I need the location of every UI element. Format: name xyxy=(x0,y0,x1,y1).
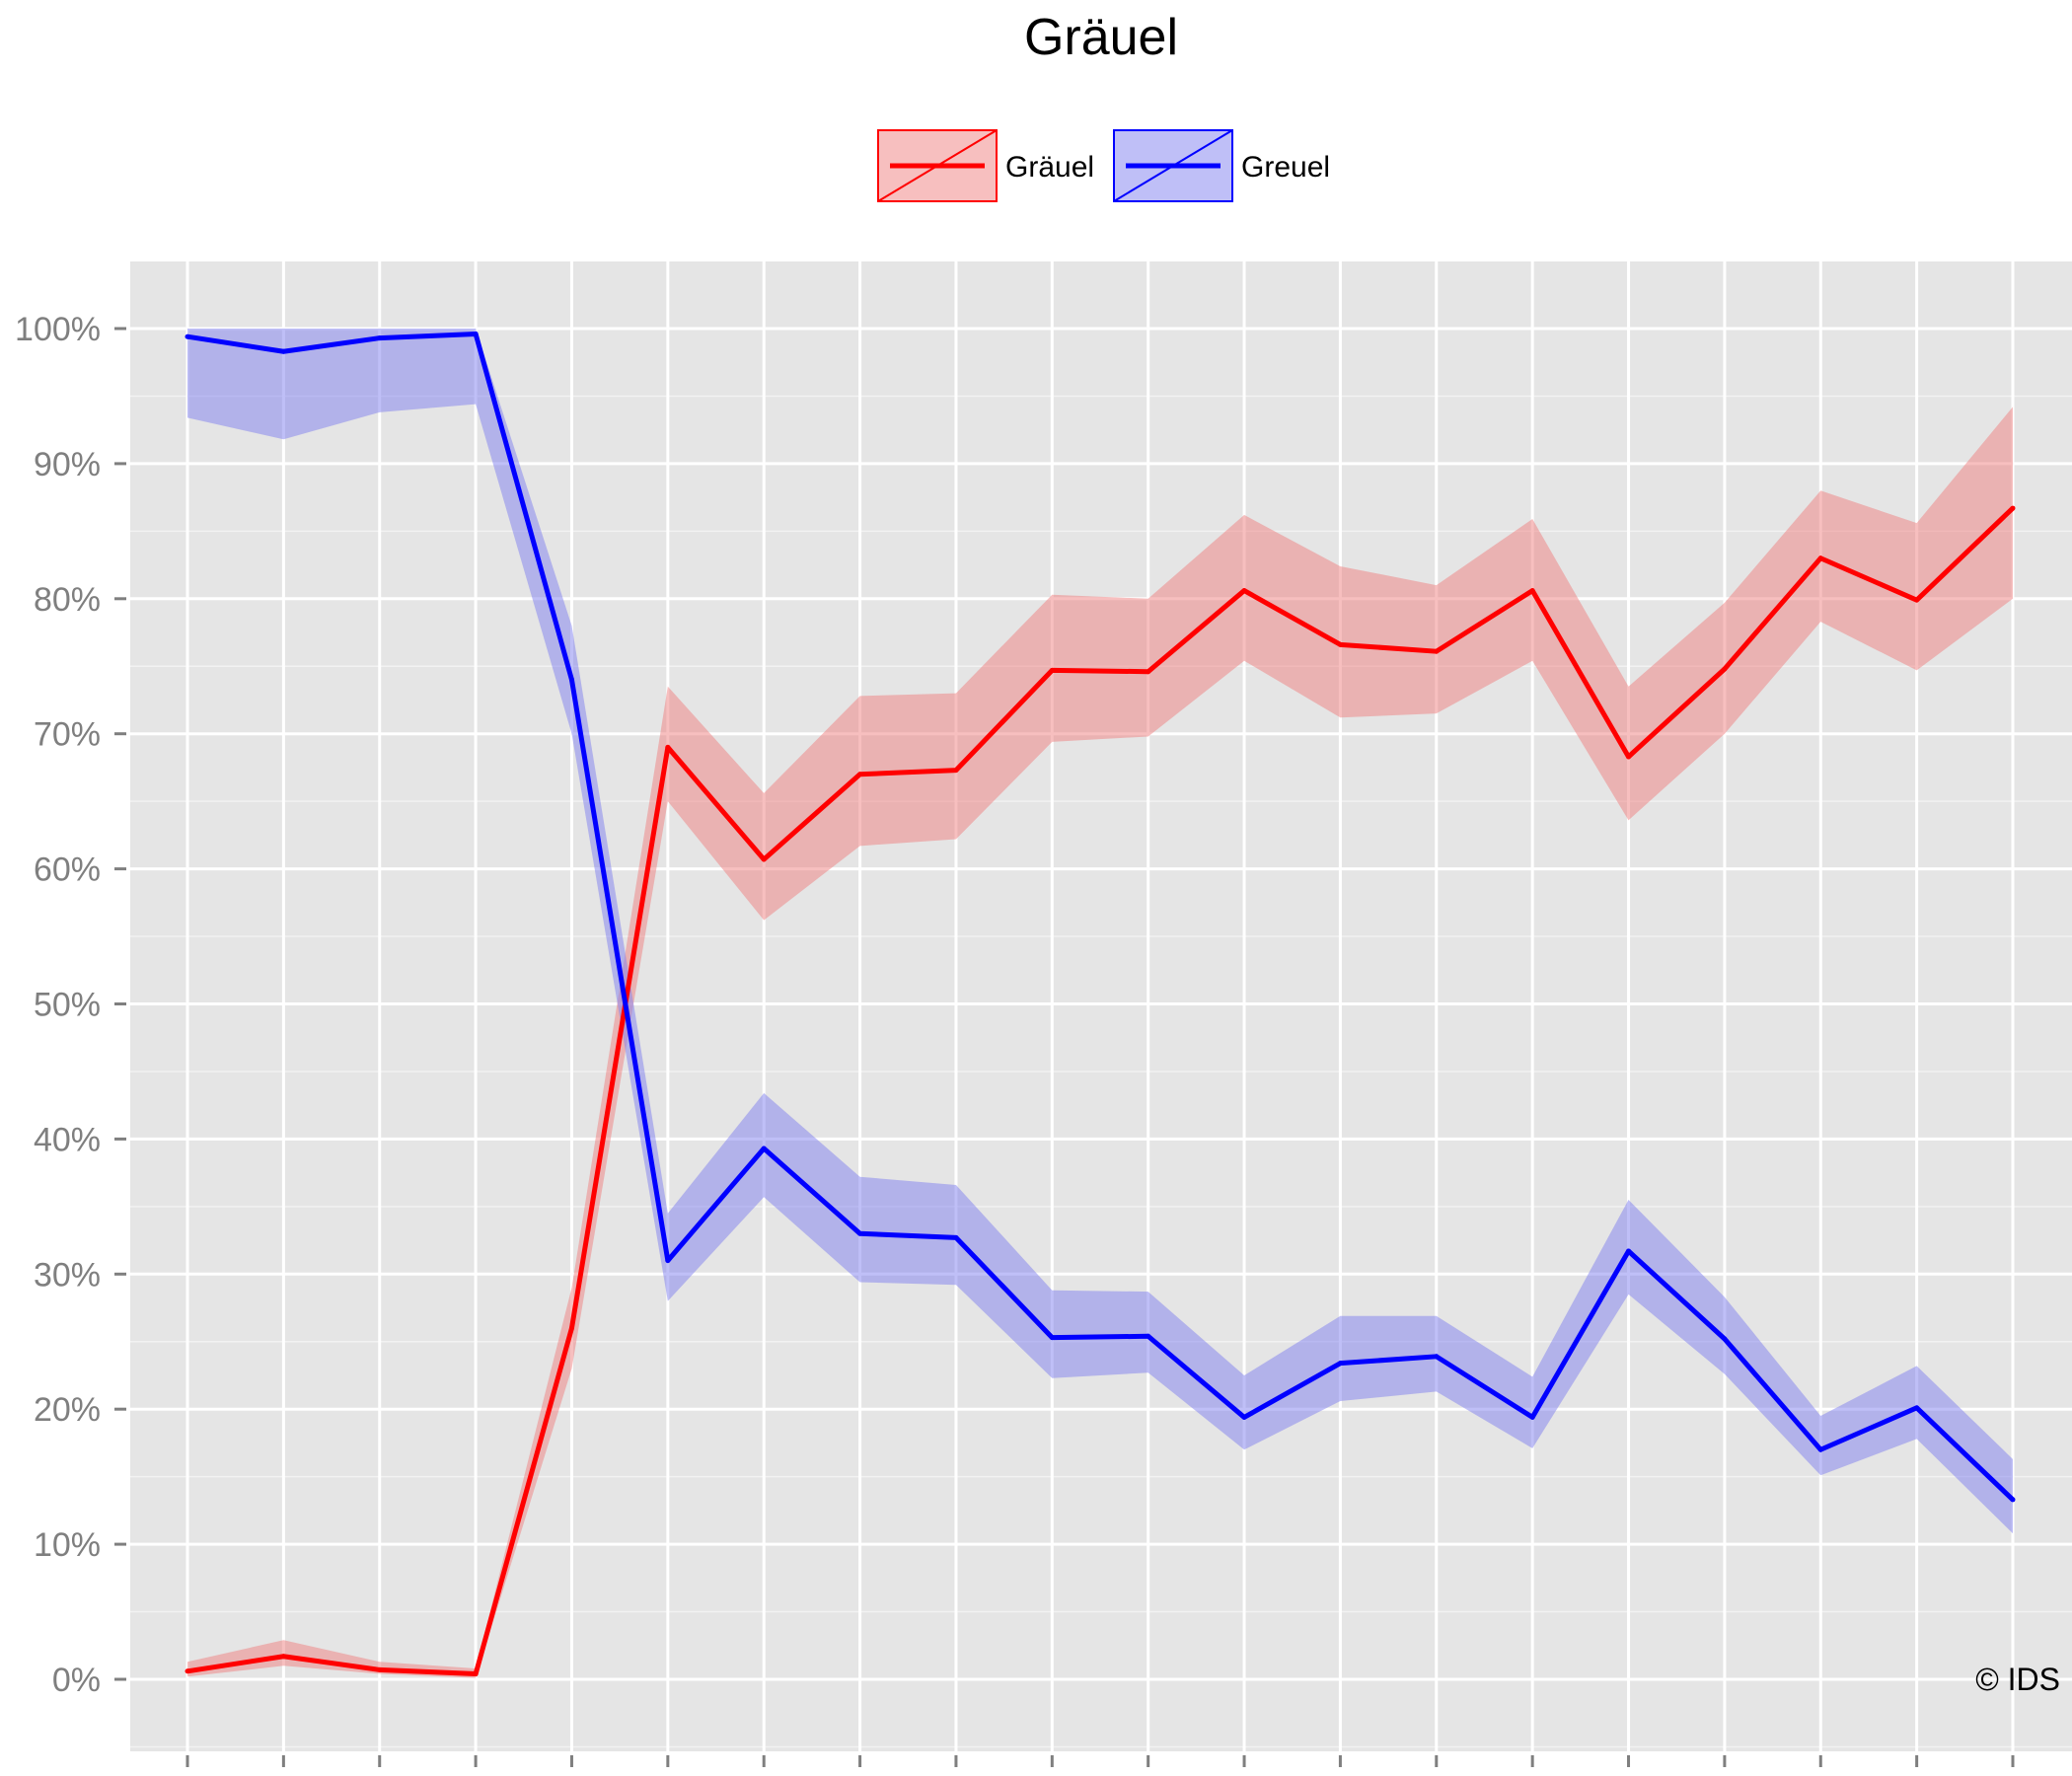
data-point-greuel xyxy=(761,1146,767,1151)
data-point-greuel xyxy=(1241,1414,1247,1420)
data-point-gräuel xyxy=(185,1668,190,1674)
plot-panel xyxy=(130,261,2072,1751)
data-point-greuel xyxy=(1626,1248,1632,1254)
y-axis: 0% 10% 20% 30% 40% 50% 60% 70% 80% 90% 100% xyxy=(15,311,126,1699)
series-line-gräuel xyxy=(186,506,2015,1677)
band-gräuel xyxy=(187,407,2013,1678)
data-point-gräuel xyxy=(1146,669,1151,675)
y-tick-label: 90% xyxy=(34,446,101,483)
confidence-bands xyxy=(187,329,2013,1678)
data-point-gräuel xyxy=(2010,505,2016,511)
data-point-gräuel xyxy=(1722,666,1728,672)
data-point-greuel xyxy=(1914,1405,1920,1411)
data-point-gräuel xyxy=(953,768,959,774)
data-point-gräuel xyxy=(1337,641,1343,647)
y-tick-label: 30% xyxy=(34,1256,101,1294)
data-point-gräuel xyxy=(1817,555,1823,561)
data-point-gräuel xyxy=(1434,648,1440,654)
y-tick-label: 10% xyxy=(34,1526,101,1564)
data-point-greuel xyxy=(377,335,383,341)
data-point-greuel xyxy=(2010,1497,2016,1503)
data-point-greuel xyxy=(665,1258,671,1264)
legend-entry-gräuel: Gräuel xyxy=(877,129,1094,202)
data-point-greuel xyxy=(1337,1361,1343,1367)
data-point-greuel xyxy=(953,1234,959,1240)
series-lines xyxy=(185,331,2016,1677)
data-point-greuel xyxy=(1529,1414,1535,1420)
band-greuel xyxy=(187,329,2013,1534)
y-tick-label: 60% xyxy=(34,851,101,889)
data-point-gräuel xyxy=(1529,588,1535,594)
data-point-greuel xyxy=(1722,1336,1728,1342)
x-axis xyxy=(185,1755,2015,1767)
data-point-gräuel xyxy=(761,856,767,862)
legend-label: Gräuel xyxy=(1005,151,1094,184)
data-point-gräuel xyxy=(1049,667,1055,673)
data-point-gräuel xyxy=(1241,588,1247,594)
data-point-greuel xyxy=(185,333,190,339)
data-point-greuel xyxy=(280,348,286,354)
data-point-greuel xyxy=(857,1230,863,1236)
legend-entry-greuel: Greuel xyxy=(1113,129,1330,202)
legend-label: Greuel xyxy=(1241,151,1330,184)
y-tick-label: 20% xyxy=(34,1391,101,1429)
y-tick-label: 100% xyxy=(15,311,101,348)
grid-major xyxy=(130,261,2072,1751)
legend: Gräuel Greuel xyxy=(877,129,1330,202)
data-point-greuel xyxy=(568,677,574,683)
data-point-greuel xyxy=(1434,1354,1440,1360)
data-point-gräuel xyxy=(377,1666,383,1672)
data-point-gräuel xyxy=(568,1325,574,1331)
data-point-gräuel xyxy=(857,772,863,777)
series-line-greuel xyxy=(186,331,2015,1502)
y-tick-label: 70% xyxy=(34,716,101,754)
y-tick-label: 0% xyxy=(52,1662,101,1699)
data-point-greuel xyxy=(1817,1446,1823,1452)
data-point-gräuel xyxy=(1914,597,1920,603)
y-tick-label: 50% xyxy=(34,987,101,1024)
data-point-gräuel xyxy=(473,1671,479,1677)
y-tick-label: 40% xyxy=(34,1121,101,1158)
data-point-greuel xyxy=(1049,1335,1055,1341)
y-tick-label: 80% xyxy=(34,581,101,619)
data-point-gräuel xyxy=(280,1654,286,1660)
data-point-gräuel xyxy=(665,744,671,750)
data-point-greuel xyxy=(473,331,479,336)
copyright-label: © IDS xyxy=(1975,1662,2060,1697)
data-point-gräuel xyxy=(1626,754,1632,760)
data-point-greuel xyxy=(1146,1333,1151,1339)
chart-title: Gräuel xyxy=(1024,9,1178,66)
